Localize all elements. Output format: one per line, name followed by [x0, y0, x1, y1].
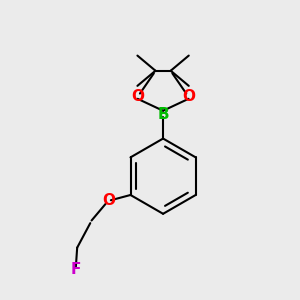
Text: O: O: [131, 89, 144, 104]
Text: B: B: [157, 106, 169, 122]
Text: F: F: [70, 262, 81, 278]
Text: O: O: [102, 194, 115, 208]
Text: O: O: [182, 89, 195, 104]
